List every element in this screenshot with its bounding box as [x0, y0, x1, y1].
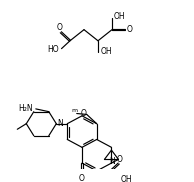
Text: O: O: [79, 174, 85, 182]
Text: OH: OH: [121, 175, 133, 182]
Text: O: O: [127, 25, 133, 34]
Text: O: O: [81, 109, 87, 118]
Text: HO: HO: [48, 45, 59, 54]
Text: H₂N: H₂N: [18, 104, 33, 113]
Text: O: O: [57, 23, 63, 32]
Text: N: N: [110, 157, 115, 166]
Text: N: N: [57, 119, 63, 128]
Text: m: m: [72, 108, 78, 113]
Text: OH: OH: [113, 12, 125, 21]
Text: O: O: [117, 155, 123, 164]
Text: OH: OH: [100, 47, 112, 56]
